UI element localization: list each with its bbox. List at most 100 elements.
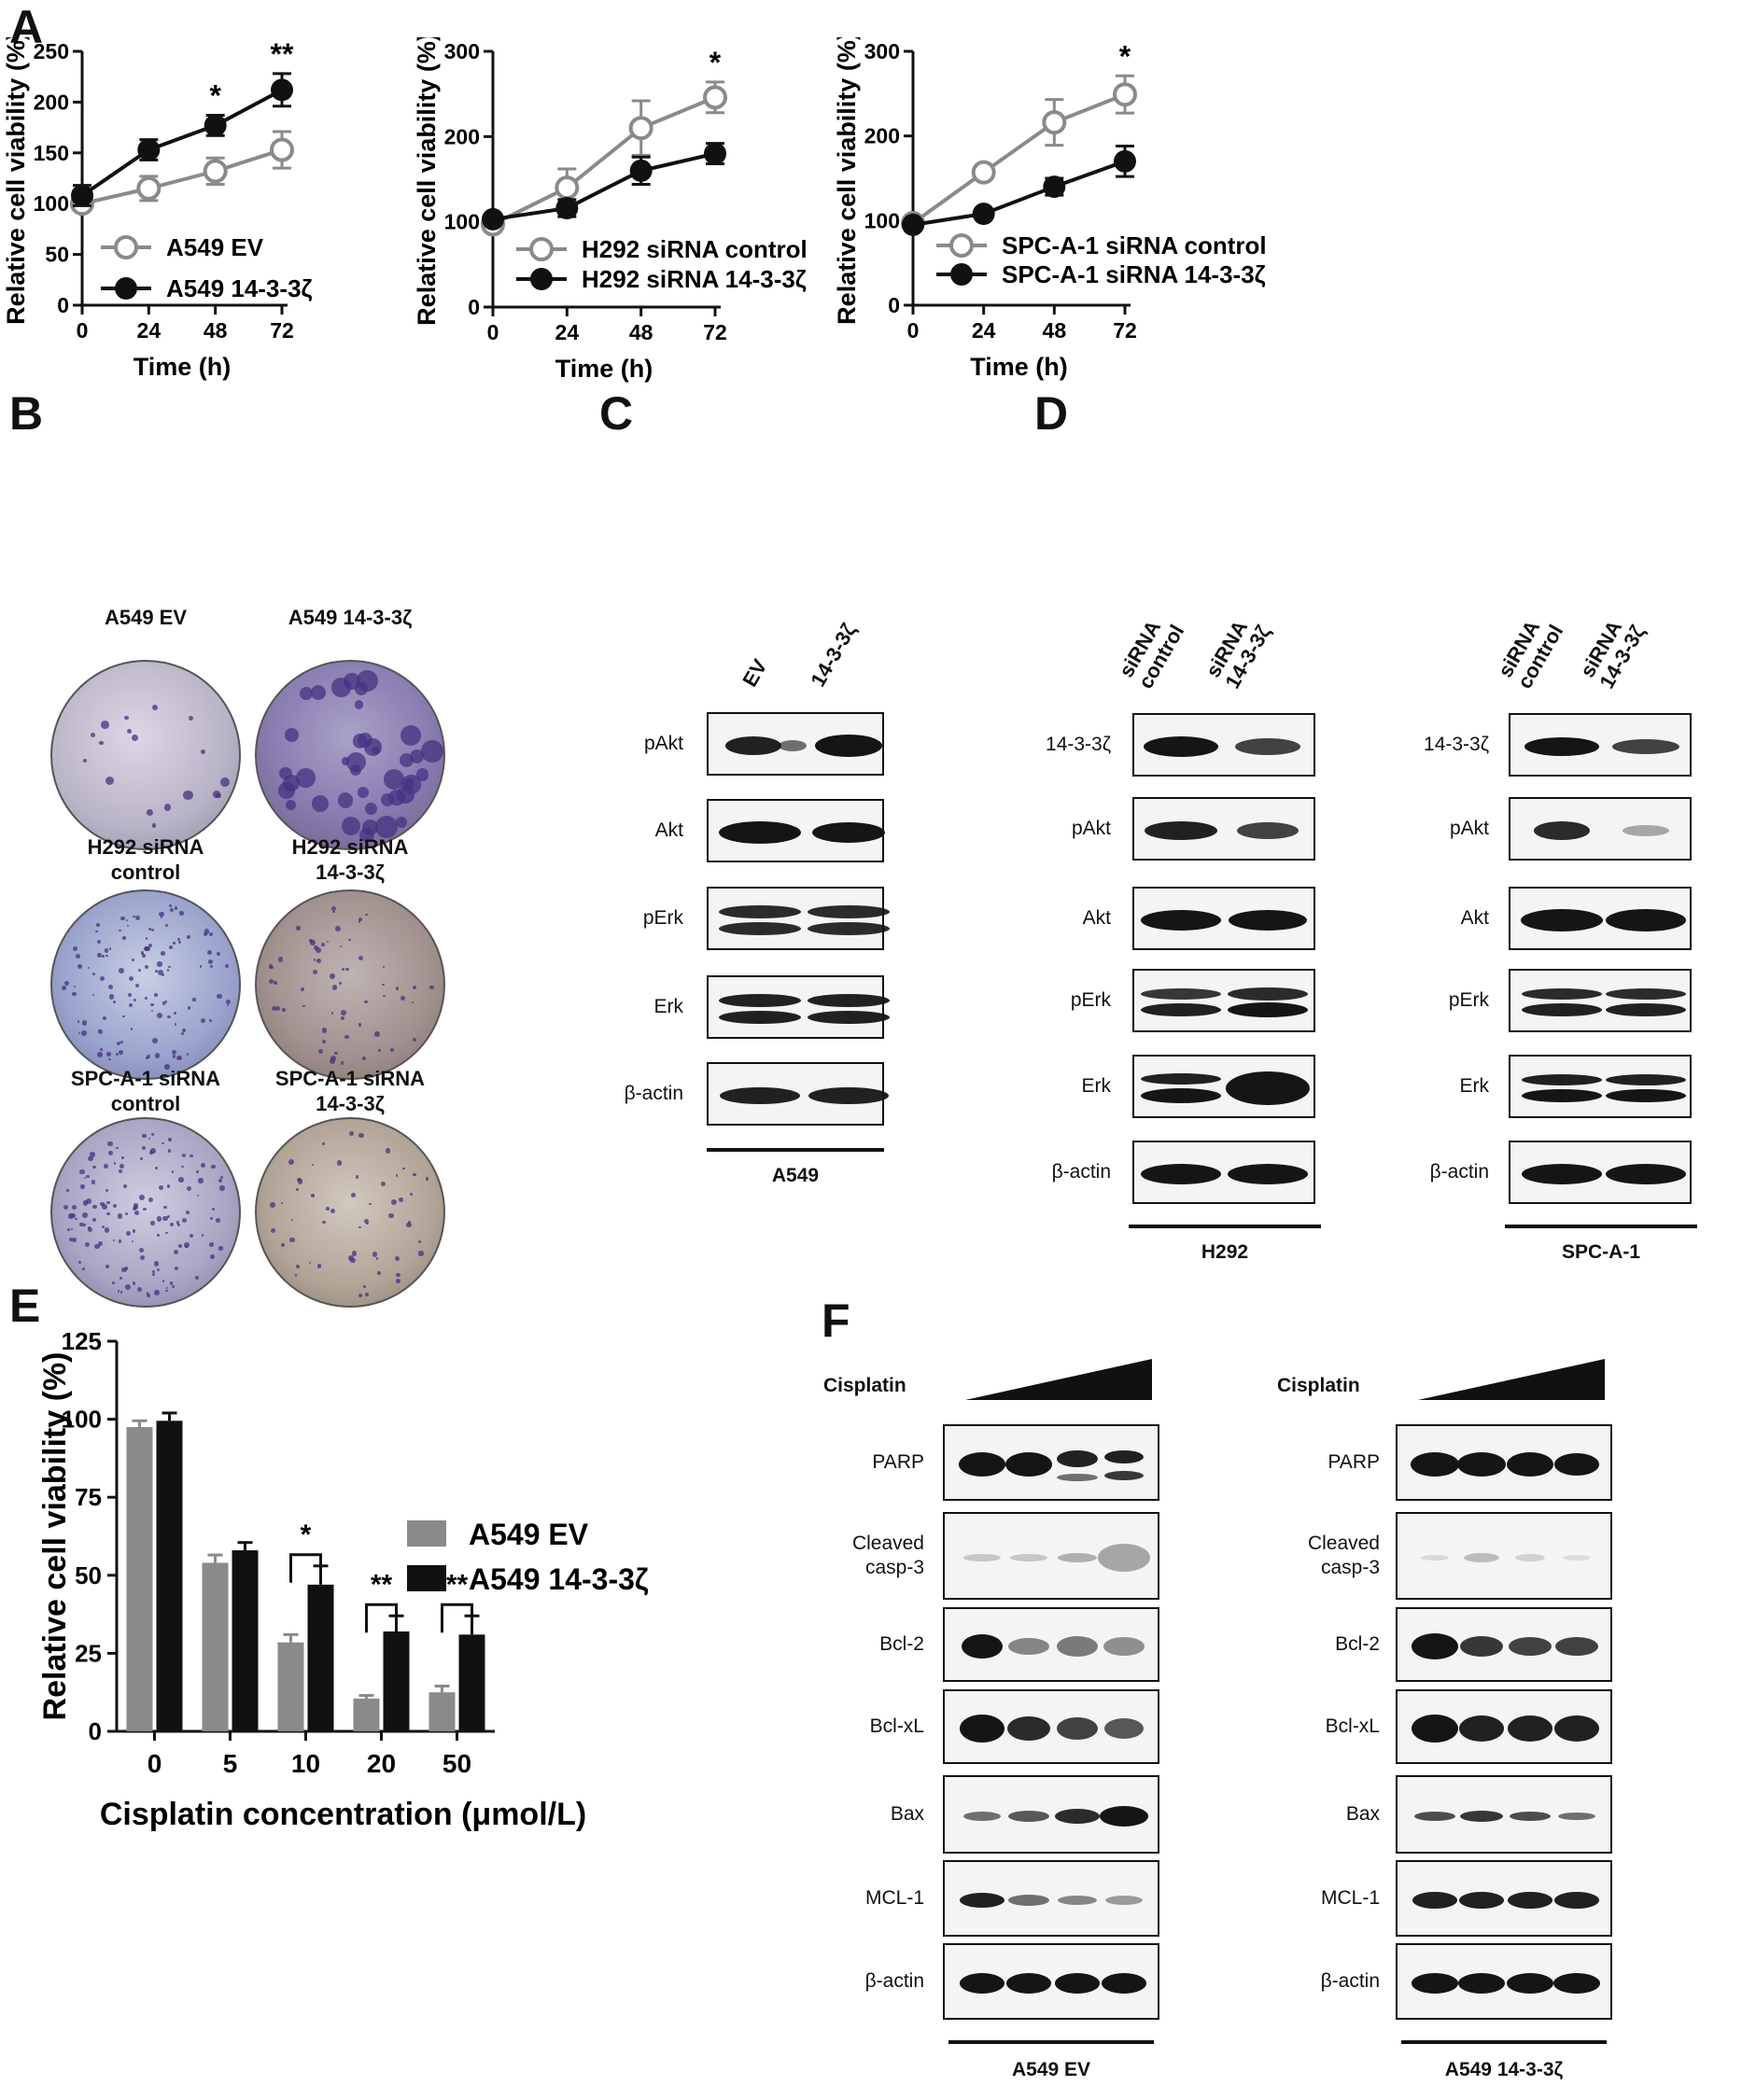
colony (207, 959, 213, 965)
x-tick-label: 72 (703, 320, 727, 344)
colony (312, 969, 318, 975)
protein-label: pErk (1070, 989, 1111, 1011)
colony (187, 1053, 190, 1056)
colony (321, 1028, 328, 1034)
colony (411, 1001, 414, 1003)
colony (178, 1177, 184, 1183)
colony (81, 1212, 88, 1219)
colony (161, 1141, 164, 1145)
colony (173, 941, 176, 945)
legend-marker (950, 263, 973, 286)
colony (125, 918, 128, 921)
band (1010, 1554, 1047, 1561)
band (963, 1812, 1001, 1821)
colony (329, 973, 335, 980)
colony (351, 1251, 357, 1256)
colony (86, 1174, 90, 1179)
lane-label: siRNA 14-3-3ζ (1201, 616, 1275, 693)
band (1515, 1554, 1545, 1561)
colony (341, 816, 361, 836)
band (1226, 1071, 1310, 1105)
y-tick-label: 100 (34, 191, 69, 216)
band (1458, 1973, 1505, 1994)
colony (395, 816, 408, 828)
colony (71, 1228, 74, 1231)
colony (361, 1056, 367, 1060)
significance-bracket (441, 1603, 473, 1633)
protein-label: Bax (1345, 1803, 1380, 1825)
colony (112, 1204, 117, 1209)
y-tick-label: 125 (62, 1327, 102, 1355)
band (1510, 1812, 1551, 1821)
colony (166, 1015, 171, 1019)
colony (216, 792, 221, 799)
series-line (81, 147, 283, 206)
colony (314, 945, 318, 950)
protein-label: Bcl-2 (879, 1633, 924, 1655)
colony (71, 1238, 77, 1243)
panel-letter-d: D (1034, 387, 1069, 440)
colony (119, 1276, 123, 1281)
colony (122, 1184, 128, 1189)
colony (148, 944, 153, 947)
band (1411, 1452, 1459, 1477)
cell-line-label: H292 (1201, 1241, 1249, 1263)
panel-letter-c: C (599, 387, 634, 440)
colony (148, 927, 151, 931)
colony (358, 1023, 362, 1027)
colony (119, 1040, 124, 1044)
colony (375, 1257, 379, 1260)
band (1563, 1555, 1591, 1561)
colony (301, 987, 305, 991)
band (1509, 1637, 1552, 1656)
colony (87, 1225, 91, 1229)
colony (364, 1292, 370, 1297)
colony (125, 1284, 131, 1290)
band (1606, 1003, 1686, 1016)
legend-swatch (407, 1520, 446, 1547)
colony (158, 969, 164, 975)
colony (166, 1287, 169, 1290)
colony (178, 1243, 182, 1248)
colony (166, 968, 170, 972)
colony (107, 1141, 113, 1147)
colony (341, 1010, 346, 1016)
colony (121, 1267, 127, 1273)
data-point (137, 138, 161, 161)
colony (154, 993, 159, 997)
band (1006, 1973, 1051, 1994)
band (1460, 1811, 1503, 1822)
band (1412, 1715, 1458, 1743)
colony (150, 1148, 156, 1154)
colony (190, 1233, 194, 1238)
colony (356, 1175, 359, 1179)
data-point (136, 175, 162, 201)
petri-dish (50, 660, 241, 850)
colony (167, 1214, 171, 1218)
cell-line-label: A549 EV (1011, 2059, 1091, 2080)
x-tick-label: 20 (367, 1749, 396, 1778)
colony (377, 1048, 382, 1053)
colony (330, 1056, 337, 1062)
colony (150, 1002, 154, 1007)
data-point (1042, 110, 1067, 135)
colony (365, 803, 377, 815)
colony (321, 1141, 325, 1145)
colony (173, 1250, 179, 1255)
panel-letter-f: F (822, 1295, 850, 1347)
band (963, 1554, 1001, 1561)
data-point (555, 175, 580, 201)
colony (225, 963, 230, 968)
band (1457, 1452, 1506, 1477)
colony (122, 1015, 125, 1017)
colony (413, 1037, 417, 1042)
x-tick-label: 0 (487, 320, 499, 344)
band (1606, 909, 1686, 931)
colony (119, 1291, 123, 1294)
colony (92, 1165, 96, 1169)
colony (106, 1051, 112, 1057)
colony (173, 1012, 176, 1015)
blot-strip (1132, 797, 1315, 861)
colony (177, 1223, 181, 1226)
band (1522, 988, 1602, 1000)
